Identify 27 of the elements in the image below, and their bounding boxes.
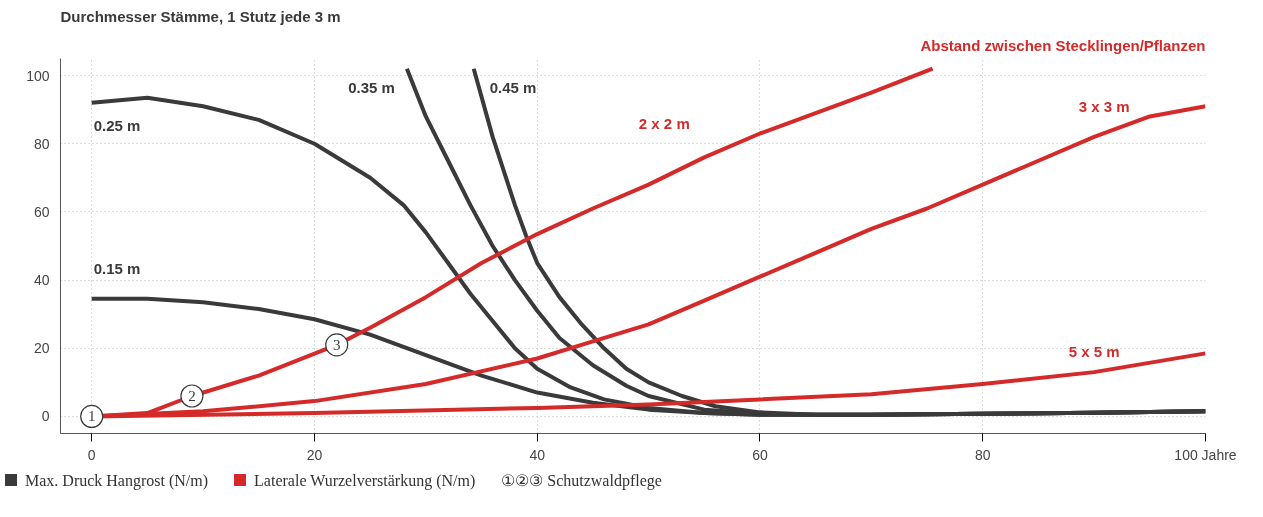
y-tick-label: 40 <box>33 272 50 289</box>
annotation: 2 <box>188 388 196 404</box>
series-label: 0.45 m <box>489 78 537 96</box>
chart-title: Durchmesser Stämme, 1 Stutz jede 3 m <box>60 7 341 25</box>
y-tick-label: 20 <box>33 340 50 357</box>
series-label: 0.15 m <box>93 259 141 277</box>
x-tick-label: 40 <box>529 446 546 463</box>
text: Laterale Wurzelverstärkung (N/m) <box>253 472 476 489</box>
series-label: 2 x 2 m <box>638 115 690 133</box>
y-tick-label: 0 <box>41 408 50 425</box>
x-tick-label: 100 Jahre <box>1174 446 1237 463</box>
annotation: 3 <box>332 336 341 353</box>
chart-subtitle: Abstand zwischen Stecklingen/Pflanzen <box>920 36 1206 54</box>
text: ①②③ Schutzwaldpflege <box>501 472 662 489</box>
series-label: 3 x 3 m <box>1078 97 1130 115</box>
x-tick-label: 60 <box>752 446 768 463</box>
series-label: 0.35 m <box>348 78 395 96</box>
text: Max. Druck Hangrost (N/m) <box>24 472 209 489</box>
annotation: 1 <box>87 408 96 425</box>
series-label: 5 x 5 m <box>1068 343 1120 361</box>
x-tick-label: 20 <box>306 446 323 463</box>
y-tick-label: 100 <box>26 67 50 84</box>
series-label: 0.25 m <box>93 116 141 134</box>
x-tick-label: 80 <box>974 446 991 463</box>
y-tick-label: 60 <box>33 203 50 220</box>
x-tick-label: 0 <box>87 446 96 463</box>
y-tick-label: 80 <box>33 135 50 152</box>
